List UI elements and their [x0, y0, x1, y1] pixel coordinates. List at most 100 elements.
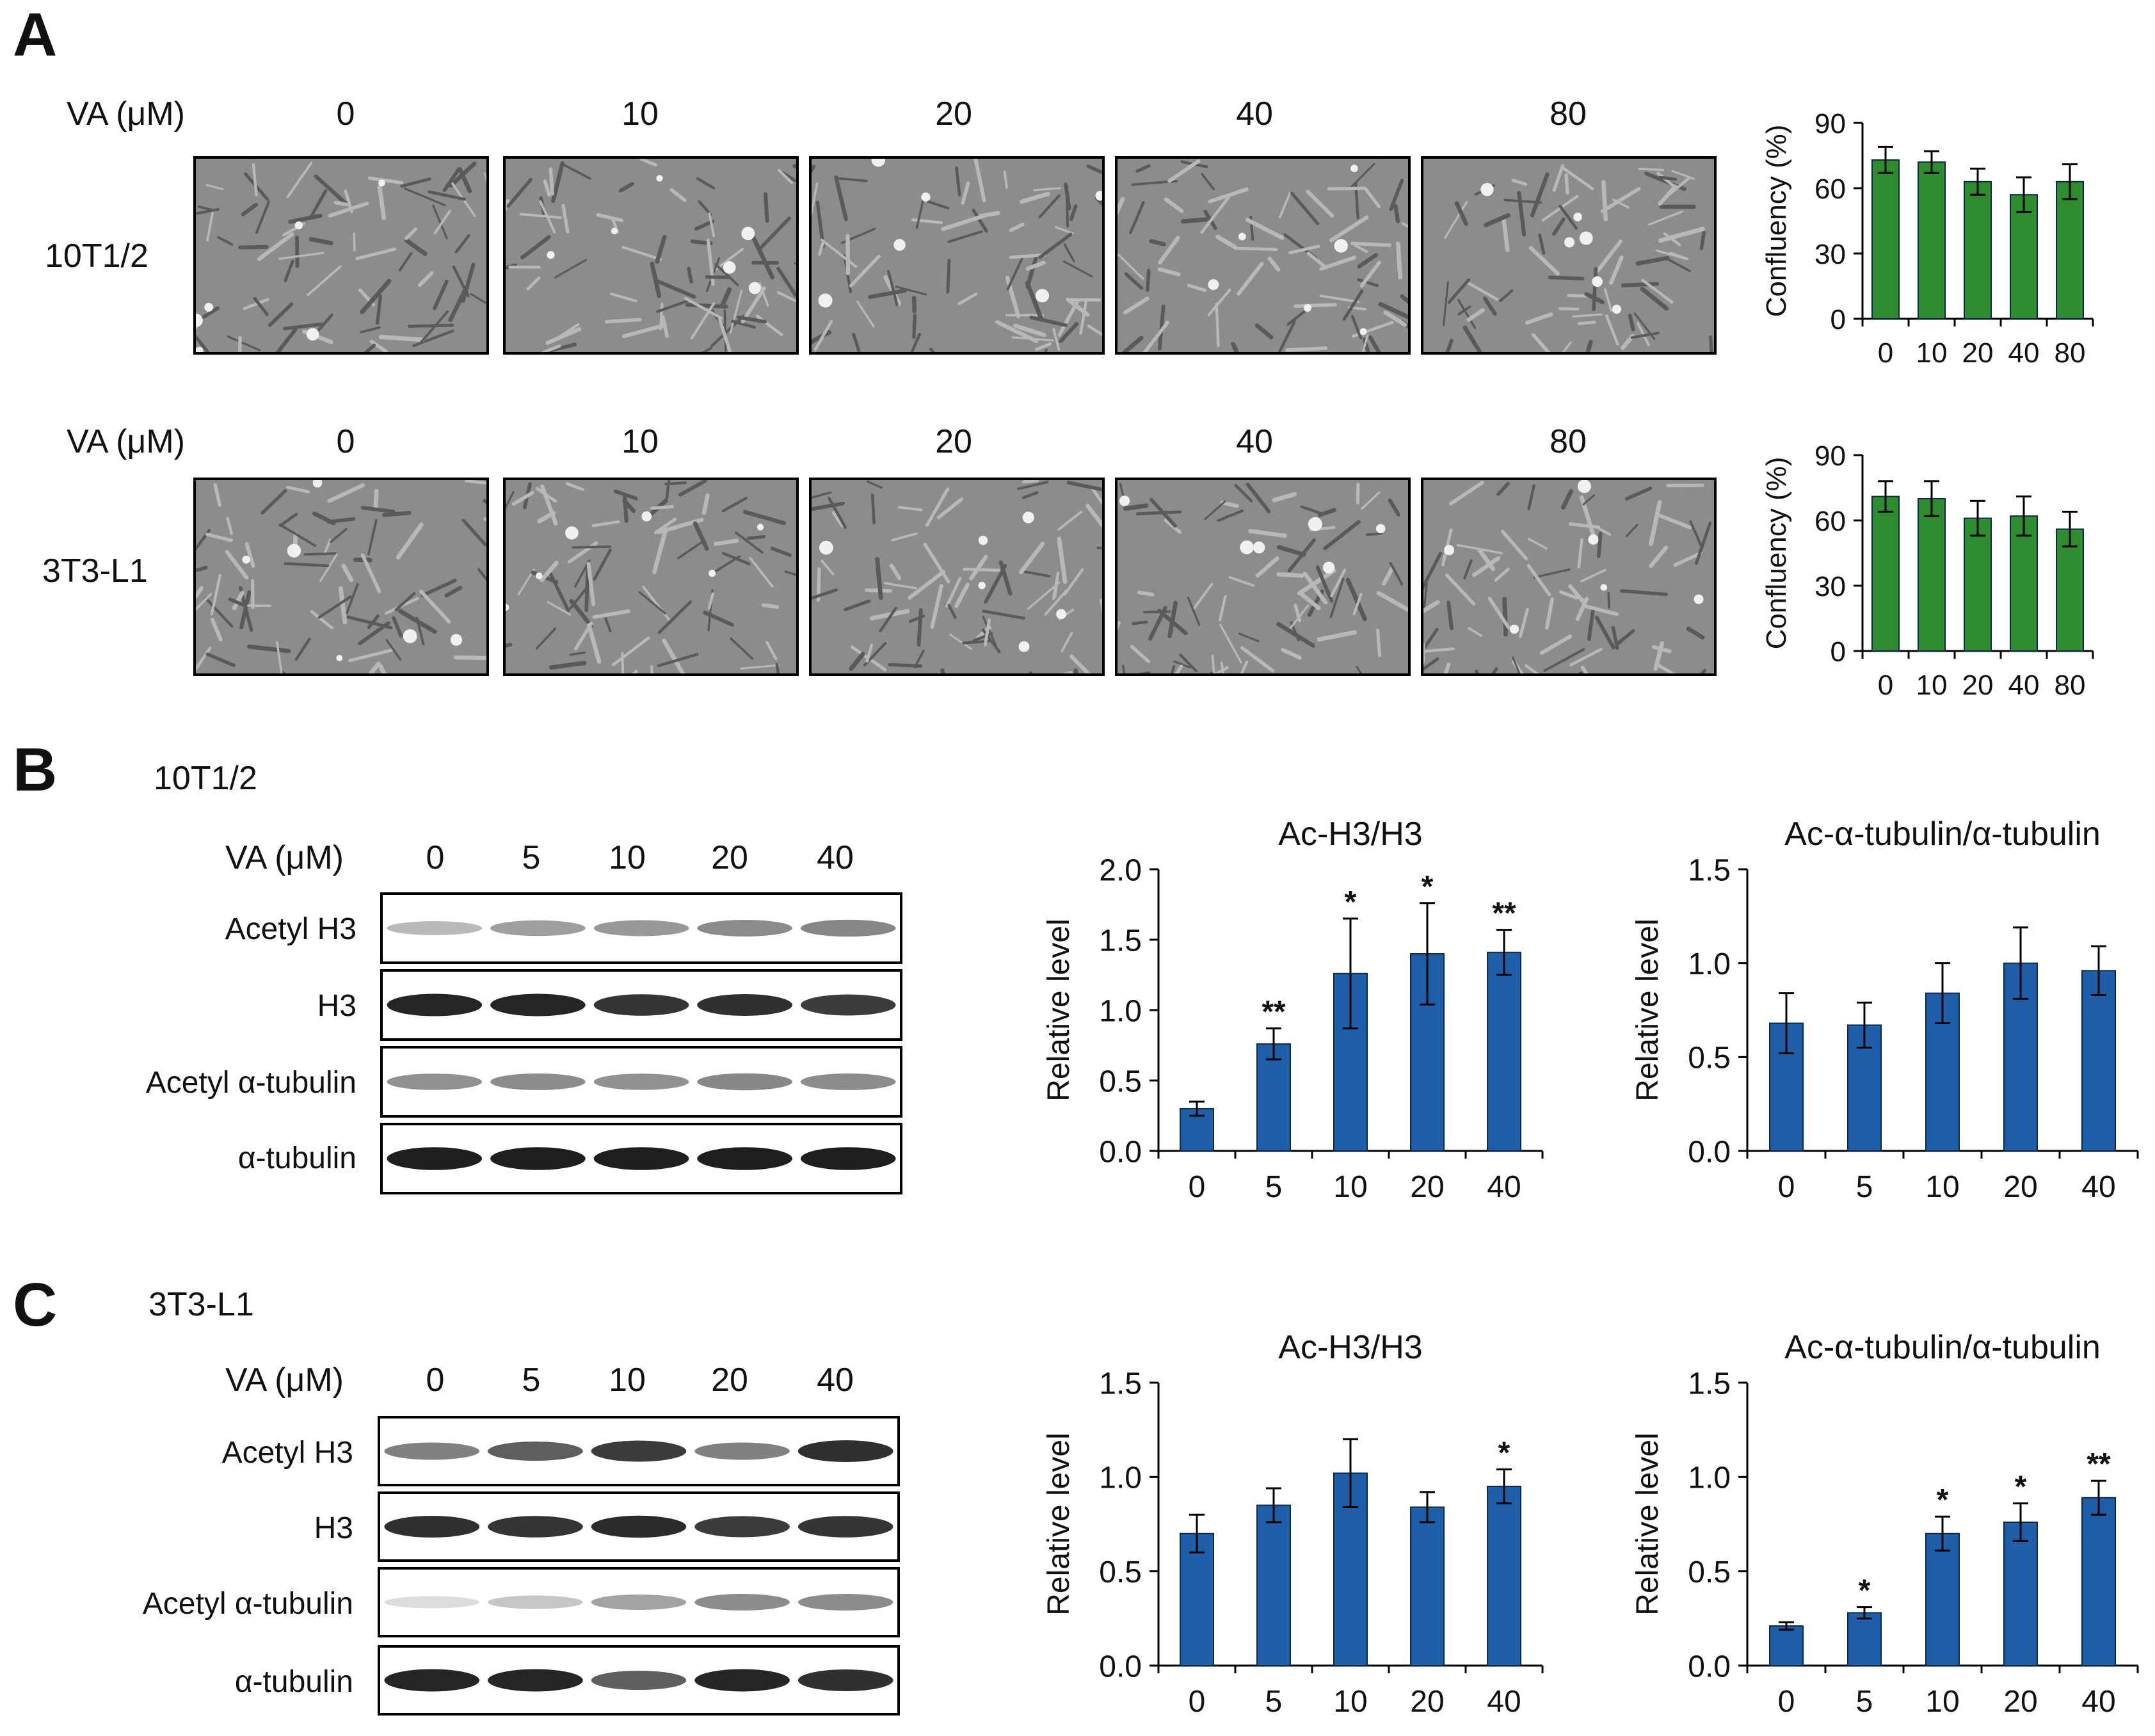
blot-band	[694, 1669, 790, 1692]
bar	[2081, 1497, 2116, 1666]
significance-mark: *	[1345, 885, 1357, 919]
blot-row-label: Acetyl H3	[225, 912, 356, 946]
bar	[1871, 159, 1900, 319]
significance-mark: *	[2015, 1470, 2027, 1504]
x-tick-label: 40	[2008, 337, 2040, 369]
conc-label: 10	[609, 1362, 646, 1399]
blot-row-label: α-tubulin	[237, 1141, 356, 1175]
panel-letter-a: A	[13, 1, 58, 69]
blot-band	[387, 1073, 483, 1090]
y-tick-label: 60	[1815, 173, 1846, 205]
x-tick-label: 20	[1410, 1170, 1444, 1204]
y-tick-label: 30	[1815, 571, 1846, 602]
chart-title: Ac-α-tubulin/α-tubulin	[1784, 1329, 2101, 1366]
y-tick-label: 1.5	[1099, 924, 1142, 958]
micrograph-row2-0	[193, 478, 489, 676]
conc-label: 40	[1236, 423, 1273, 460]
panel-letter-c: C	[13, 1271, 58, 1339]
y-tick-label: 60	[1815, 506, 1846, 537]
conc-label: 80	[1550, 95, 1587, 133]
significance-mark: *	[1498, 1436, 1510, 1470]
micrograph-texture	[1118, 480, 1408, 673]
conc-label: 20	[711, 839, 748, 876]
blot-bands	[387, 1147, 896, 1170]
bar	[1180, 1108, 1214, 1152]
y-tick-label: 0.0	[1688, 1650, 1731, 1684]
conc-label: 10	[621, 423, 659, 460]
x-tick-label: 40	[2081, 1685, 2115, 1719]
conc-label: 80	[1550, 423, 1587, 460]
blot-band	[800, 919, 896, 937]
y-tick-label: 0.5	[1099, 1555, 1142, 1589]
blot-bands	[384, 1440, 893, 1462]
blot-band	[490, 993, 586, 1017]
blot-band	[490, 920, 586, 936]
blot-band	[488, 1442, 583, 1461]
y-tick-label: 1.5	[1688, 1367, 1731, 1401]
micrograph-texture	[812, 480, 1102, 673]
x-tick-label: 10	[1333, 1685, 1367, 1719]
panel-letter-b: B	[13, 735, 58, 804]
y-tick-label: 0	[1831, 304, 1846, 335]
blot-strip	[378, 1416, 900, 1486]
blot-band	[591, 1515, 687, 1538]
conc-label: 0	[426, 839, 445, 876]
bar	[1180, 1532, 1214, 1667]
bar	[2056, 181, 2084, 319]
blot-band	[797, 1516, 893, 1538]
blot-band	[800, 1147, 896, 1170]
micrograph-texture	[1423, 159, 1714, 352]
x-tick-label: 0	[1778, 1685, 1795, 1719]
y-tick-label: 1.0	[1099, 1461, 1142, 1495]
bar	[1964, 181, 1992, 319]
blot-band	[593, 1073, 689, 1090]
y-axis-label: Confluency (%)	[1761, 125, 1792, 317]
blot-row-label: Acetyl H3	[221, 1436, 353, 1470]
significance-mark: *	[1937, 1483, 1949, 1517]
blot-band	[387, 921, 483, 935]
x-tick-label: 20	[1962, 670, 1994, 701]
conc-label: 0	[336, 95, 355, 133]
y-tick-label: 0	[1831, 636, 1846, 668]
bar	[1410, 953, 1445, 1152]
blot-row-label: Acetyl α-tubulin	[145, 1066, 356, 1100]
blot-band	[800, 994, 896, 1016]
y-tick-label: 0.5	[1099, 1065, 1142, 1098]
micrograph-texture	[1118, 159, 1408, 352]
x-tick-label: 20	[1410, 1685, 1444, 1719]
blot-band	[593, 1147, 689, 1170]
blot-strip	[378, 1491, 900, 1562]
blot-bands	[384, 1515, 893, 1538]
conc-label: 40	[1236, 95, 1273, 133]
blot-band	[800, 1073, 896, 1090]
chart-title: Ac-H3/H3	[1278, 1329, 1422, 1366]
x-tick-label: 40	[1487, 1170, 1521, 1204]
x-tick-label: 0	[1878, 670, 1893, 701]
blot-band	[384, 1442, 480, 1460]
conc-label: 10	[621, 95, 659, 133]
cell-line-label: 3T3-L1	[42, 552, 148, 590]
bar	[1487, 1486, 1521, 1666]
va-label: VA (μM)	[225, 1362, 344, 1399]
y-tick-label: 1.0	[1099, 994, 1142, 1028]
cell-line-label: 10T1/2	[45, 237, 148, 275]
x-tick-label: 40	[2008, 670, 2040, 701]
va-label: VA (μM)	[67, 423, 185, 460]
conc-label: 10	[609, 839, 646, 876]
blot-band	[591, 1440, 687, 1462]
y-tick-label: 90	[1815, 108, 1846, 140]
y-tick-label: 1.5	[1688, 853, 1731, 887]
blot-band	[384, 1516, 480, 1538]
bar	[1964, 517, 1992, 652]
significance-mark: **	[1262, 995, 1286, 1029]
blot-band	[488, 1516, 583, 1538]
micrograph-row2-10	[503, 478, 799, 676]
bar	[2010, 515, 2038, 652]
y-axis-label: Relative level	[1042, 1433, 1076, 1615]
bar	[2010, 194, 2038, 320]
x-tick-label: 5	[1856, 1170, 1873, 1204]
va-label: VA (μM)	[67, 95, 185, 133]
bar	[2081, 970, 2116, 1152]
blot-band	[797, 1440, 893, 1462]
x-tick-label: 0	[1189, 1170, 1206, 1204]
